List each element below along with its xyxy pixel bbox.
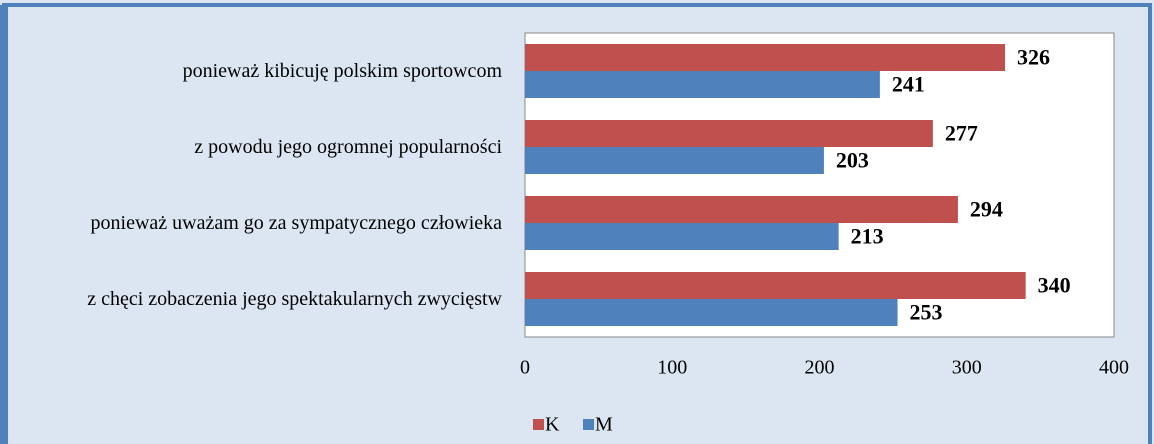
category-label: z powodu jego ogromnej popularności (194, 136, 502, 158)
frame-left-border (0, 5, 8, 444)
legend-label: M (595, 414, 613, 436)
bar (525, 44, 1006, 71)
bar (525, 71, 880, 98)
data-label: 213 (851, 224, 884, 249)
data-label: 340 (1038, 273, 1071, 298)
data-label: 203 (836, 148, 869, 173)
legend-label: K (545, 414, 560, 436)
bar (525, 223, 839, 250)
data-label: 253 (910, 300, 943, 325)
bar (525, 147, 824, 174)
data-label: 294 (970, 197, 1003, 222)
bar (525, 196, 958, 223)
x-tick-label: 200 (805, 357, 835, 379)
x-tick-label: 0 (520, 357, 530, 379)
category-label: ponieważ uważam go za sympatycznego czło… (90, 212, 502, 234)
bar (525, 272, 1026, 299)
category-label: z chęci zobaczenia jego spektakularnych … (87, 288, 502, 310)
x-tick-label: 300 (952, 357, 982, 379)
data-label: 326 (1017, 45, 1050, 70)
data-label: 241 (892, 72, 925, 97)
category-label: ponieważ kibicuję polskim sportowcom (182, 60, 502, 82)
x-tick-label: 100 (657, 357, 687, 379)
bar (525, 299, 898, 326)
legend-swatch (533, 419, 544, 430)
x-tick-label: 400 (1099, 357, 1129, 379)
bar (525, 120, 933, 147)
legend-swatch (583, 419, 594, 430)
data-label: 277 (945, 121, 978, 146)
